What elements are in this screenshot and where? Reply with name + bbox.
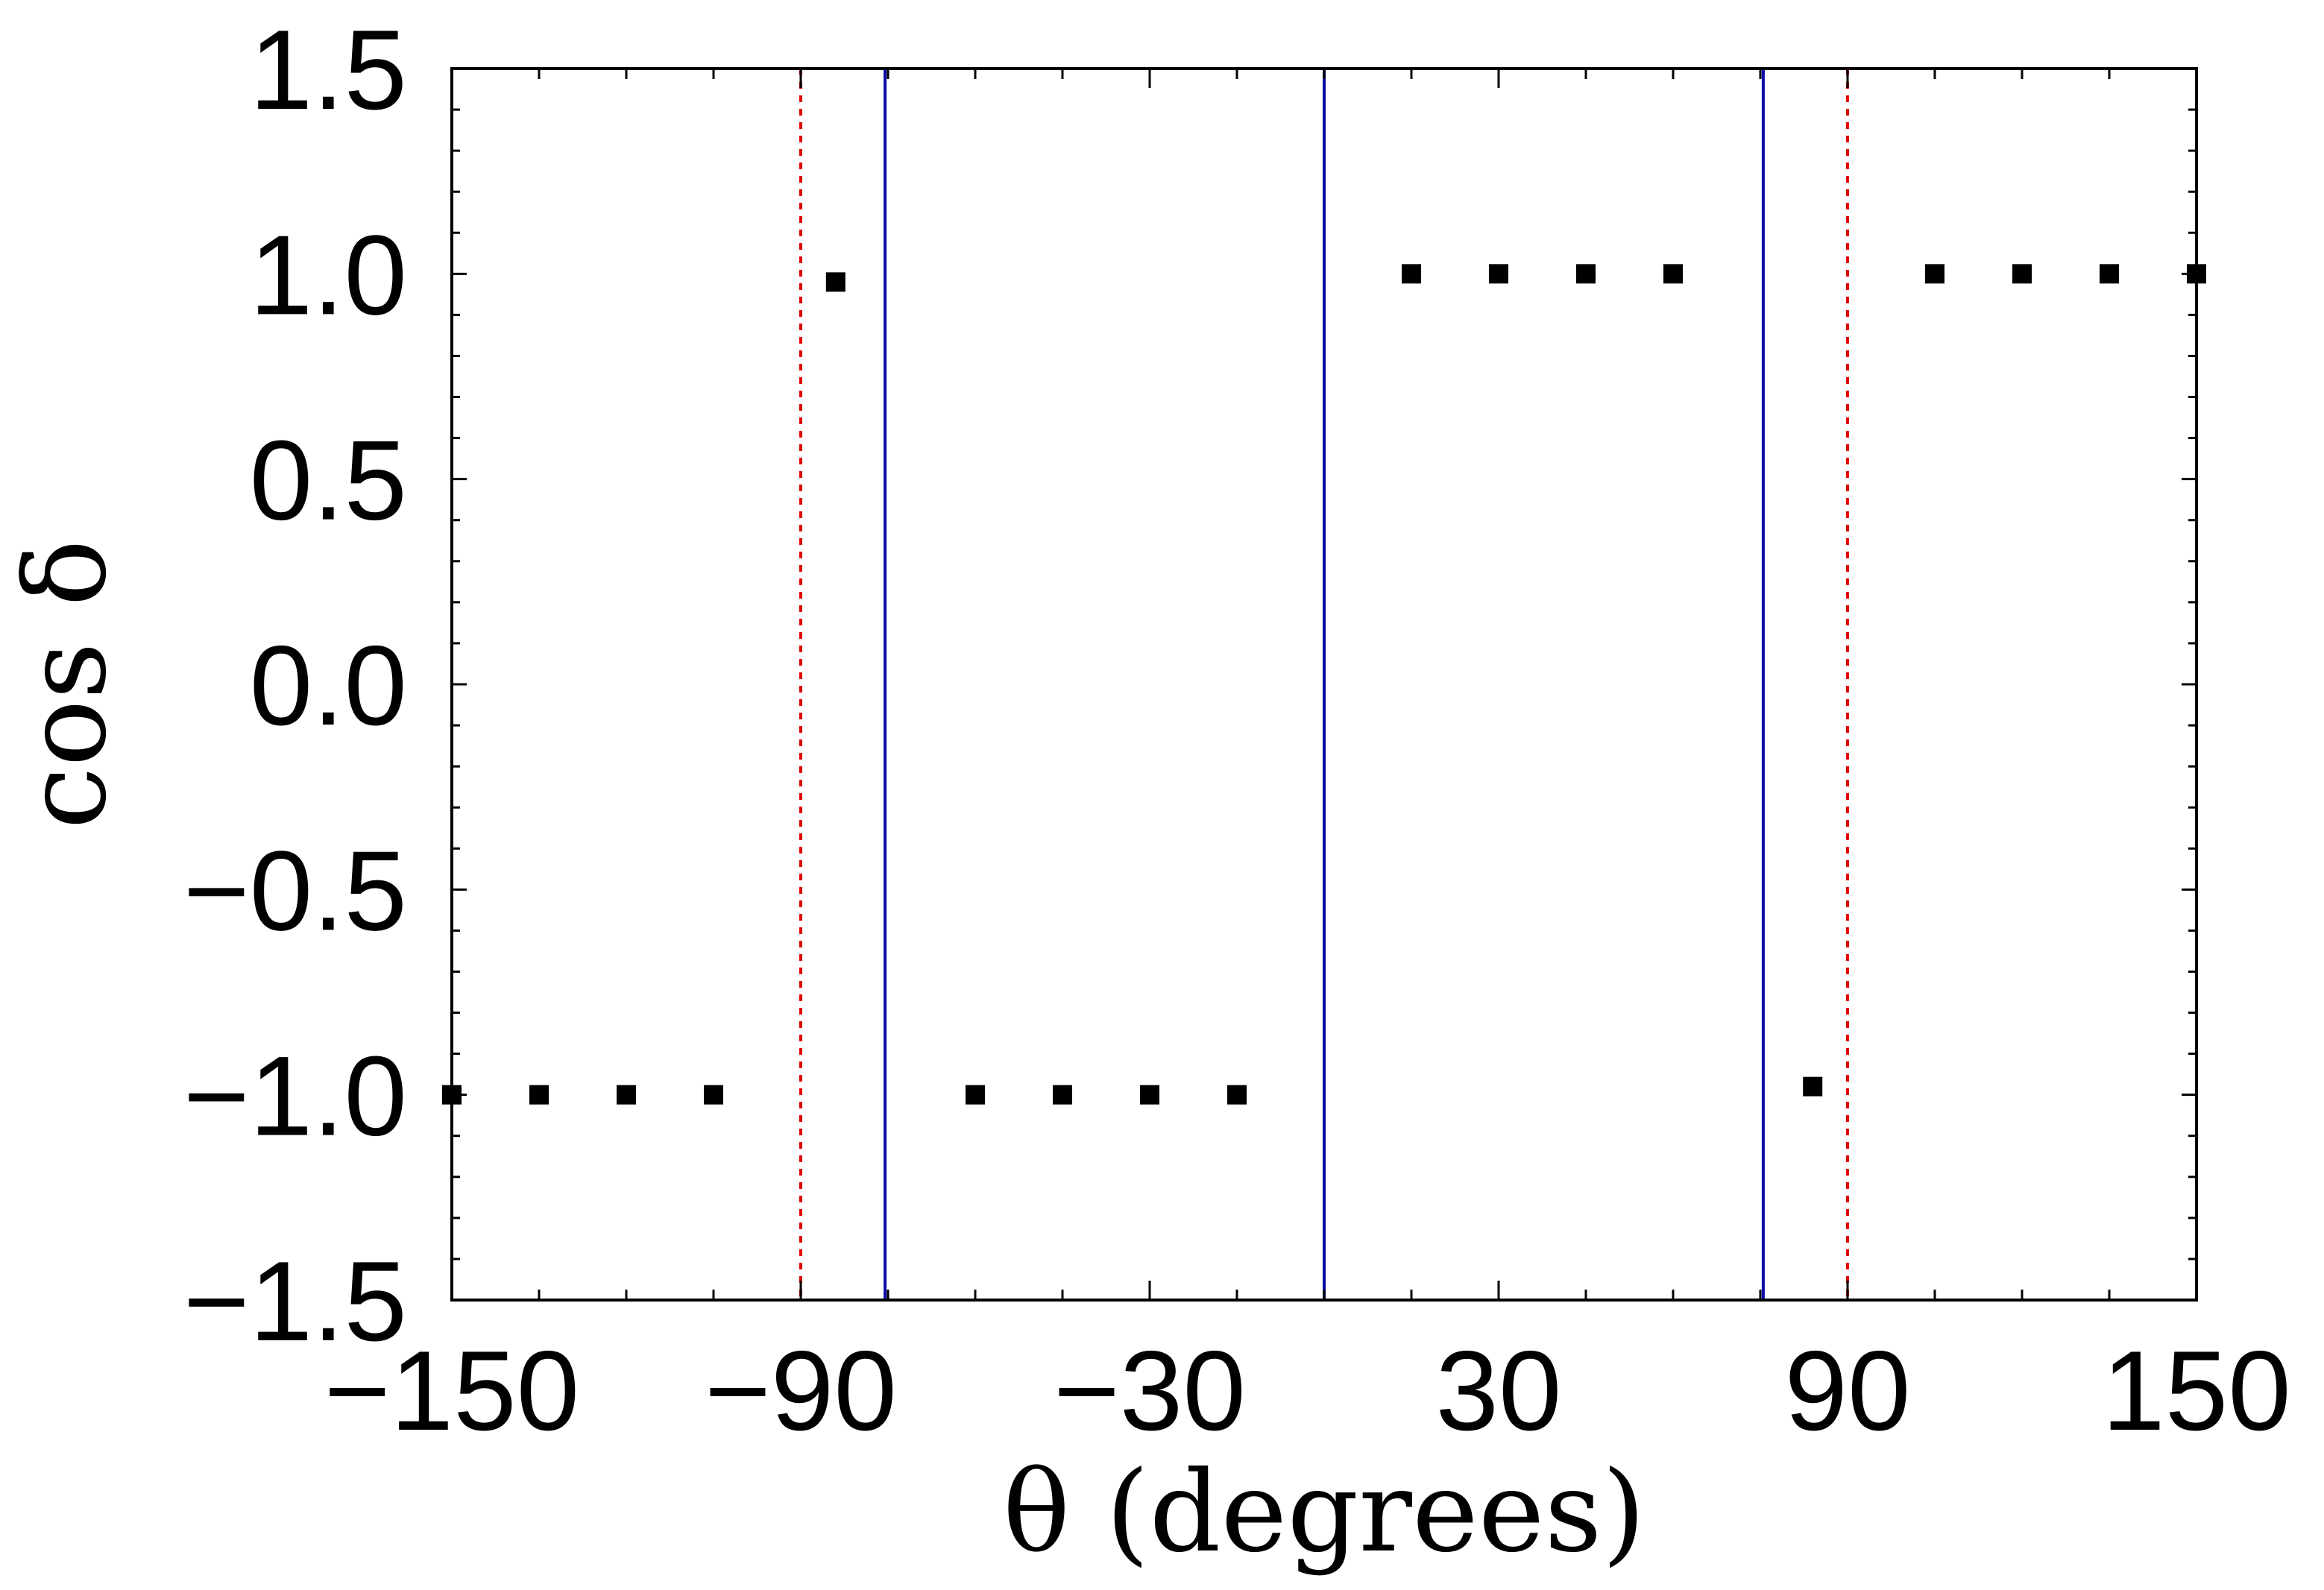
data-point — [1576, 264, 1596, 284]
data-point — [1803, 1076, 1823, 1097]
data-point — [2100, 264, 2119, 284]
data-point — [1402, 264, 1421, 284]
x-axis-title: θ (degrees) — [1003, 1448, 1646, 1577]
data-point — [1663, 264, 1683, 284]
data-point — [2187, 264, 2206, 284]
data-point — [1925, 264, 1944, 284]
data-point — [442, 1085, 462, 1105]
reference-lines — [799, 69, 1849, 1300]
y-tick-label: 0.5 — [250, 417, 407, 544]
y-tick-label: 0.0 — [250, 622, 407, 749]
x-tick-label: 150 — [2102, 1328, 2291, 1454]
data-point — [704, 1085, 723, 1105]
y-tick-label: −1.0 — [183, 1033, 407, 1160]
plot-frame — [450, 67, 2198, 1302]
y-tick-label: −0.5 — [183, 827, 407, 954]
x-tick-labels: −150 −90 −30 30 90 150 — [324, 1328, 2291, 1454]
data-point — [529, 1085, 549, 1105]
data-point — [825, 272, 845, 292]
y-tick-label: 1.0 — [250, 212, 407, 338]
x-tick-label: 30 — [1435, 1328, 1561, 1454]
x-tick-label: −150 — [324, 1328, 579, 1454]
data-point — [2012, 264, 2032, 284]
data-points — [442, 264, 2206, 1105]
x-tick-label: −90 — [705, 1328, 897, 1454]
y-tick-label: 1.5 — [250, 7, 407, 133]
data-point — [1489, 264, 1508, 284]
x-tick-label: −30 — [1054, 1328, 1246, 1454]
data-point — [966, 1085, 985, 1105]
data-point — [1227, 1085, 1247, 1105]
y-tick-labels: 1.5 1.0 0.5 0.0 −0.5 −1.0 −1.5 — [183, 7, 407, 1365]
y-tick-label: −1.5 — [183, 1238, 407, 1365]
y-axis-title: cos δ — [1, 539, 131, 829]
data-point — [617, 1085, 636, 1105]
data-point — [1140, 1085, 1159, 1105]
x-tick-label: 90 — [1784, 1328, 1910, 1454]
data-point — [1053, 1085, 1072, 1105]
